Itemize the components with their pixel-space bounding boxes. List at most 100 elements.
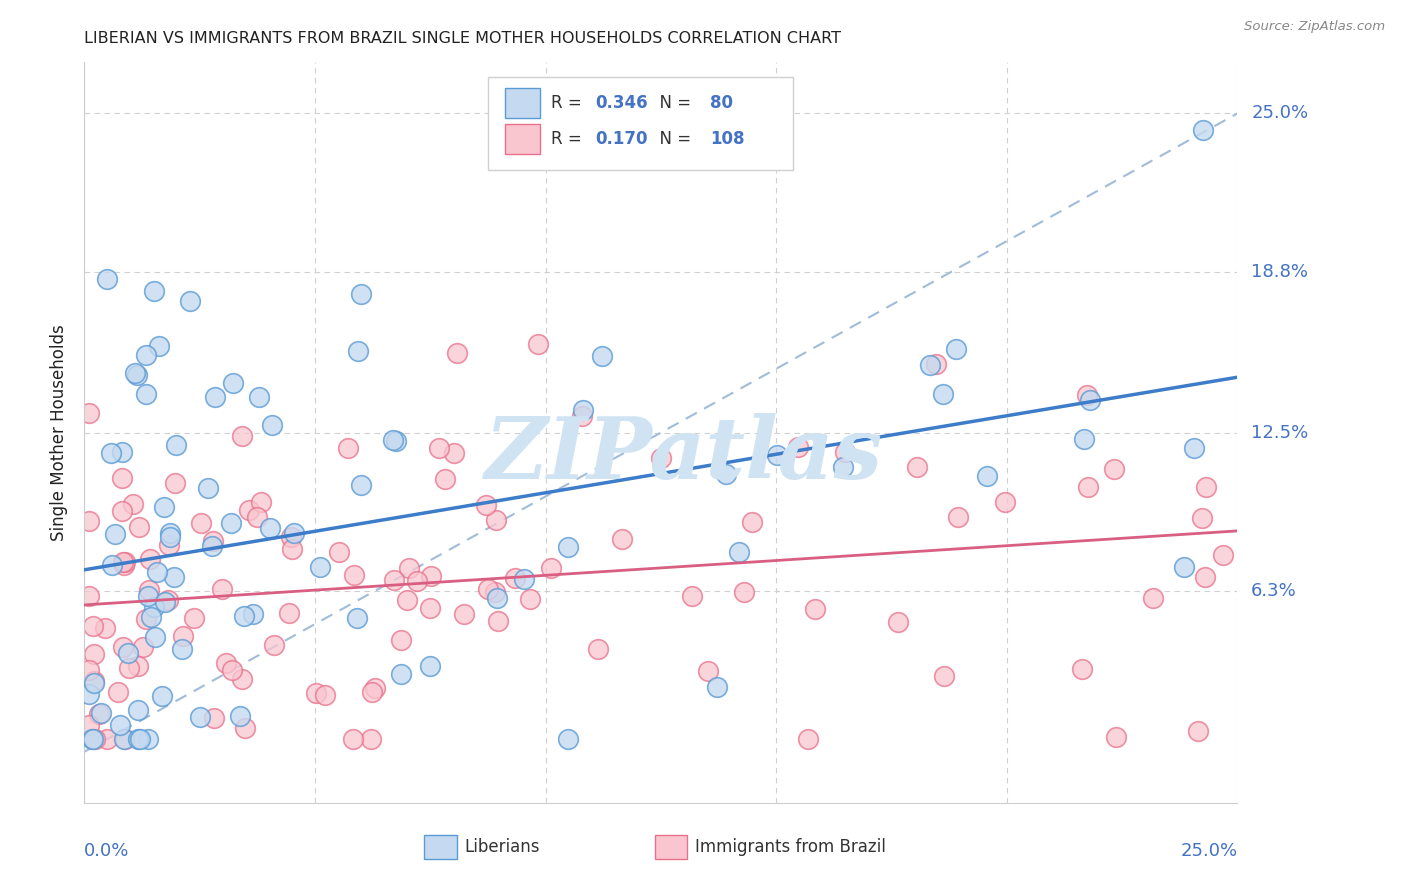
Point: [179, 293, 201, 308]
Point: [706, 680, 728, 694]
Point: [419, 601, 441, 615]
Point: [101, 558, 124, 573]
Point: [139, 610, 162, 624]
Text: 0.346: 0.346: [595, 95, 648, 112]
Point: [519, 591, 541, 606]
Point: [831, 460, 853, 475]
Point: [127, 703, 149, 717]
Point: [1182, 441, 1205, 455]
Point: [77, 718, 100, 732]
Text: 108: 108: [710, 129, 745, 148]
Point: [389, 632, 412, 647]
Point: [262, 417, 284, 432]
Point: [263, 638, 285, 652]
Point: [77, 687, 100, 701]
Point: [406, 574, 429, 588]
Point: [905, 459, 928, 474]
Point: [389, 667, 412, 681]
Point: [887, 615, 910, 630]
Point: [148, 339, 170, 353]
Point: [337, 442, 360, 456]
Text: 25.0%: 25.0%: [1251, 104, 1309, 122]
Point: [385, 434, 408, 448]
Point: [172, 642, 194, 657]
Text: 12.5%: 12.5%: [1251, 424, 1309, 442]
Point: [420, 569, 443, 583]
Point: [433, 472, 456, 486]
Point: [612, 532, 634, 546]
Point: [427, 441, 450, 455]
Point: [124, 367, 146, 381]
Point: [246, 510, 269, 524]
Point: [382, 573, 405, 587]
Point: [118, 661, 141, 675]
Point: [446, 346, 468, 360]
Point: [381, 434, 404, 448]
Text: 18.8%: 18.8%: [1251, 263, 1308, 281]
Point: [741, 516, 763, 530]
Point: [83, 674, 105, 689]
Point: [128, 520, 150, 534]
Point: [111, 504, 134, 518]
Point: [696, 665, 718, 679]
Point: [503, 571, 526, 585]
Point: [77, 406, 100, 420]
Point: [201, 533, 224, 548]
Point: [165, 438, 187, 452]
Point: [79, 663, 101, 677]
Point: [153, 595, 176, 609]
Point: [1191, 511, 1213, 525]
Point: [804, 602, 827, 616]
Point: [1173, 560, 1195, 574]
Point: [571, 409, 593, 423]
Point: [221, 376, 243, 390]
Point: [834, 445, 856, 459]
Point: [343, 567, 366, 582]
Point: [112, 640, 135, 654]
Point: [87, 706, 110, 721]
FancyBboxPatch shape: [425, 836, 457, 859]
Point: [361, 685, 384, 699]
Text: N =: N =: [650, 95, 696, 112]
Point: [1102, 462, 1125, 476]
Point: [112, 558, 135, 572]
Point: [138, 589, 160, 603]
Point: [280, 530, 302, 544]
Point: [142, 284, 165, 298]
Point: [90, 706, 112, 720]
Point: [96, 272, 118, 286]
Point: [1194, 480, 1216, 494]
Point: [100, 446, 122, 460]
Point: [1194, 570, 1216, 584]
Point: [363, 681, 385, 695]
Point: [117, 646, 139, 660]
Point: [114, 731, 136, 746]
Point: [77, 590, 100, 604]
Point: [128, 731, 150, 746]
Point: [1071, 662, 1094, 676]
Point: [328, 545, 350, 559]
Point: [733, 585, 755, 599]
Point: [219, 516, 242, 531]
Point: [360, 731, 382, 746]
Point: [350, 477, 373, 491]
Point: [346, 611, 368, 625]
Point: [190, 516, 212, 530]
Point: [1077, 480, 1099, 494]
Point: [143, 630, 166, 644]
Point: [443, 446, 465, 460]
Point: [350, 286, 373, 301]
Point: [197, 481, 219, 495]
Point: [84, 731, 107, 746]
Point: [259, 521, 281, 535]
Point: [1073, 432, 1095, 446]
Point: [281, 541, 304, 556]
Point: [925, 357, 948, 371]
Text: 6.3%: 6.3%: [1251, 582, 1296, 600]
Point: [948, 510, 970, 524]
Point: [233, 609, 256, 624]
Text: R =: R =: [551, 129, 588, 148]
Point: [142, 600, 165, 615]
Point: [172, 629, 194, 643]
Point: [247, 390, 270, 404]
